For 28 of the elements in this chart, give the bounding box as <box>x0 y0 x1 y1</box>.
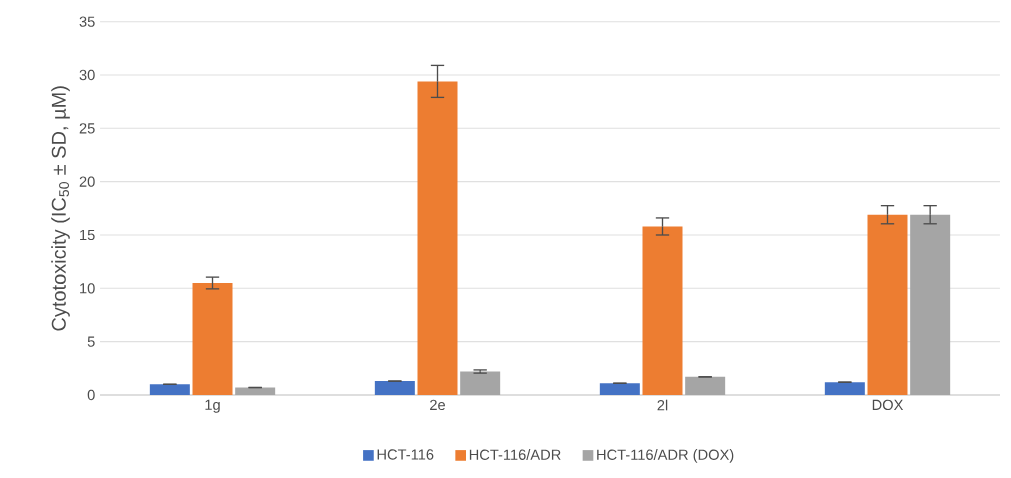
bar <box>149 384 190 395</box>
bar <box>374 381 415 395</box>
x-tick-label: 2l <box>657 399 668 411</box>
bar <box>867 214 908 395</box>
y-axis-title: Cytotoxicity (IC$_{50}$ ± SD, µM) <box>51 86 70 331</box>
y-tick-label: 0 <box>87 389 95 401</box>
y-tick-label: 5 <box>87 336 95 347</box>
bar <box>417 81 458 395</box>
legend-label: HCT-116/ADR (DOX) <box>597 449 734 463</box>
legend-label: HCT-116 <box>377 449 434 460</box>
bar <box>460 371 501 395</box>
y-tick-label: 15 <box>80 229 95 241</box>
bar <box>642 226 683 395</box>
bar <box>824 382 865 395</box>
y-tick-label: 25 <box>79 123 95 134</box>
y-tick-label: 10 <box>80 283 95 294</box>
y-tick-label: 30 <box>79 69 95 81</box>
x-tick-label: 1g <box>205 399 220 413</box>
x-tick-label: DOX <box>872 399 904 411</box>
legend-label: HCT-116/ADR <box>469 449 561 460</box>
bar <box>192 282 233 395</box>
bar <box>599 383 640 395</box>
x-tick-label: 2e <box>430 399 446 411</box>
y-tick-label: 20 <box>79 176 95 187</box>
y-tick-label: 35 <box>79 16 95 27</box>
bar <box>910 214 951 395</box>
bar <box>685 376 726 395</box>
bar <box>235 387 276 395</box>
